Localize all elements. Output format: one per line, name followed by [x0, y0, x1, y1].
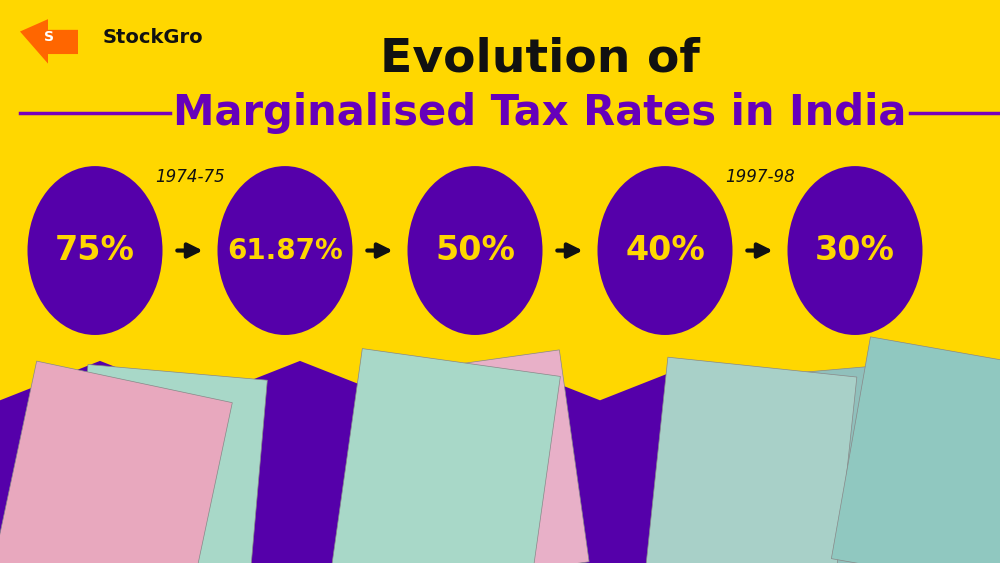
Text: 61.87%: 61.87%: [227, 236, 343, 265]
Text: 1974-75: 1974-75: [155, 168, 225, 186]
Text: 75%: 75%: [55, 234, 135, 267]
Polygon shape: [381, 350, 589, 563]
Polygon shape: [0, 361, 232, 563]
Text: 50%: 50%: [435, 234, 515, 267]
Ellipse shape: [28, 166, 162, 335]
Polygon shape: [646, 357, 857, 563]
Ellipse shape: [218, 166, 352, 335]
Text: Evolution of: Evolution of: [380, 37, 700, 82]
Text: S: S: [44, 30, 54, 43]
Text: StockGro: StockGro: [103, 28, 204, 47]
Polygon shape: [831, 337, 1000, 563]
Polygon shape: [713, 364, 910, 563]
Polygon shape: [0, 363, 1000, 563]
Ellipse shape: [408, 166, 542, 335]
Polygon shape: [331, 348, 560, 563]
Polygon shape: [70, 364, 267, 563]
Ellipse shape: [598, 166, 732, 335]
Text: Marginalised Tax Rates in India: Marginalised Tax Rates in India: [173, 92, 907, 133]
Ellipse shape: [788, 166, 922, 335]
Polygon shape: [20, 19, 78, 64]
Text: 40%: 40%: [625, 234, 705, 267]
Text: 30%: 30%: [815, 234, 895, 267]
Text: 1997-98: 1997-98: [725, 168, 795, 186]
